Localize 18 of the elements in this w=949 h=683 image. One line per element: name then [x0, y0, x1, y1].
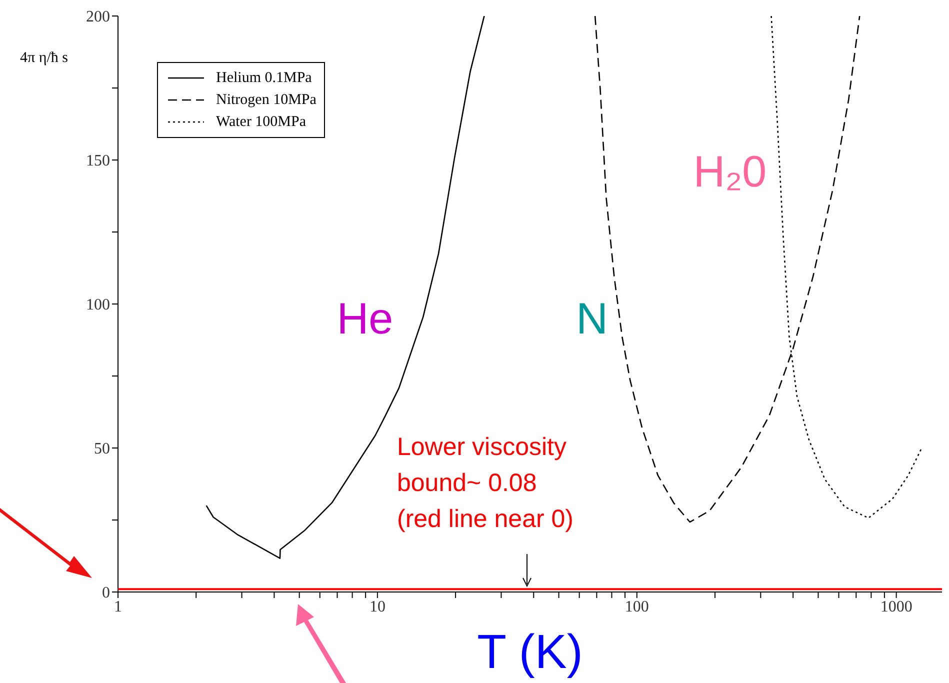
x-tick-label: 100 [624, 598, 649, 616]
legend-label: Helium 0.1MPa [216, 70, 312, 86]
y-tick-label: 150 [86, 152, 110, 170]
y-tick-label: 100 [86, 296, 110, 314]
x-tick-label: 10 [369, 598, 386, 616]
annotation: He [336, 294, 394, 344]
annotation: N [576, 294, 608, 344]
x-tick-label: 1000 [880, 598, 912, 616]
legend-label: Water 100MPa [216, 114, 306, 130]
annotation: Lower viscosity bound~ 0.08 (red line near 0) [397, 433, 574, 533]
y-tick-label: 50 [94, 440, 110, 458]
legend-label: Nitrogen 10MPa [216, 92, 316, 108]
annotation: H₂0 [693, 148, 767, 197]
x-axis-title: T (K) [477, 626, 583, 679]
y-axis-title: 4π η/ħ s [20, 50, 68, 66]
y-tick-label: 0 [102, 584, 110, 602]
y-tick-label: 200 [86, 8, 110, 26]
x-tick-label: 1 [114, 598, 122, 616]
